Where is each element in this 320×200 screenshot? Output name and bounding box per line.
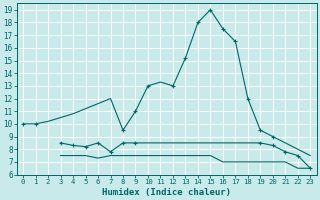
X-axis label: Humidex (Indice chaleur): Humidex (Indice chaleur) (102, 188, 231, 197)
